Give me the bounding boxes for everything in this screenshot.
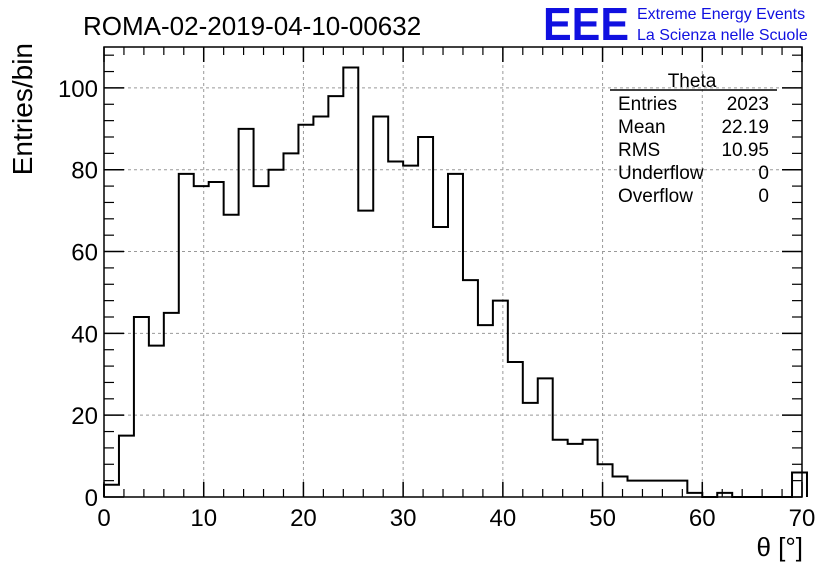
stats-title: Theta	[668, 71, 717, 92]
stats-value: 0	[758, 186, 769, 207]
x-tick-label: 40	[490, 505, 517, 532]
grid-lines	[104, 47, 802, 497]
stats-value: 0	[758, 163, 769, 184]
y-tick-label: 100	[58, 76, 98, 103]
x-tick-labels: 0 10 20 30 40 50 60 70	[97, 505, 815, 532]
logo-mark: EEE	[543, 0, 629, 50]
stats-label: Mean	[618, 117, 666, 138]
stats-label: Underflow	[618, 163, 704, 184]
x-tick-label: 30	[390, 505, 417, 532]
histogram-series	[103, 66, 808, 498]
axis-ticks	[103, 47, 803, 498]
chart-title: ROMA-02-2019-04-10-00632	[83, 11, 421, 41]
x-tick-label: 10	[190, 505, 217, 532]
logo-line1: Extreme Energy Events	[637, 6, 805, 23]
stats-rows: Entries 2023 Mean 22.19 RMS 10.95 Underflow 0 Ov…	[618, 94, 769, 207]
stats-label: Overflow	[618, 186, 693, 207]
y-tick-label: 40	[71, 321, 98, 348]
x-axis-label: θ [°]	[756, 532, 803, 562]
stats-box: Theta Entries 2023 Mean 22.19 RMS 10.95 Underf…	[610, 71, 777, 207]
stats-label: Entries	[618, 94, 677, 115]
y-tick-label: 0	[85, 485, 98, 512]
stats-value: 22.19	[721, 117, 769, 138]
x-tick-label: 70	[789, 505, 816, 532]
x-tick-label: 20	[290, 505, 317, 532]
stats-label: RMS	[618, 140, 660, 161]
y-tick-label: 20	[71, 403, 98, 430]
y-tick-labels: 0 20 40 60 80 100	[58, 76, 98, 512]
plot-frame	[103, 46, 803, 498]
y-axis-label: Entries/bin	[7, 43, 38, 175]
stats-value: 10.95	[721, 140, 769, 161]
x-tick-label: 0	[97, 505, 110, 532]
stats-value: 2023	[727, 94, 769, 115]
logo-line2: La Scienza nelle Scuole	[637, 27, 808, 44]
x-tick-label: 60	[689, 505, 716, 532]
eee-logo: EEE Extreme Energy Events La Scienza nel…	[543, 0, 808, 50]
y-tick-label: 60	[71, 240, 98, 267]
x-tick-label: 50	[589, 505, 616, 532]
y-tick-label: 80	[71, 158, 98, 185]
